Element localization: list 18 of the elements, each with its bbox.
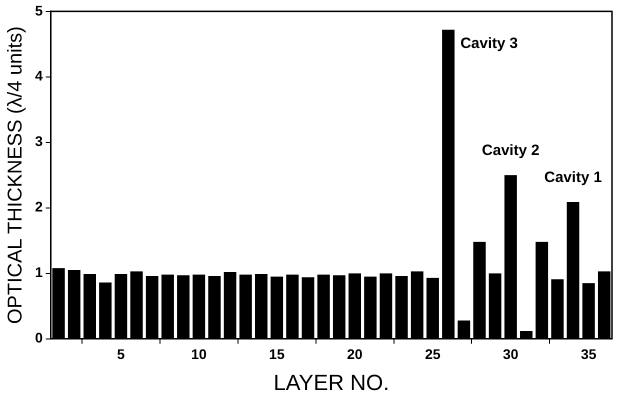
y-axis-title: OPTICAL THICKNESS (λ/4 units) — [4, 26, 27, 324]
x-tick-label: 10 — [191, 346, 207, 362]
y-tick-label: 2 — [34, 198, 43, 215]
y-tick-label: 1 — [34, 264, 43, 280]
x-tick-label: 25 — [424, 346, 441, 362]
y-tick-label: 0 — [34, 330, 43, 346]
x-axis-title: LAYER NO. — [274, 370, 390, 395]
x-tick-label: 20 — [346, 346, 363, 362]
x-tick-label: 15 — [269, 346, 285, 362]
y-tick-label: 3 — [34, 133, 43, 150]
annotation: Cavity 2 — [482, 142, 540, 160]
x-tick-label: 5 — [117, 346, 126, 362]
y-tick-label: 4 — [34, 68, 43, 84]
x-tick-label: 35 — [580, 346, 597, 362]
annotation: Cavity 1 — [544, 169, 602, 186]
y-tick-label: 5 — [34, 2, 43, 18]
x-tick-label: 30 — [502, 346, 519, 362]
annotation: Cavity 3 — [460, 34, 518, 52]
